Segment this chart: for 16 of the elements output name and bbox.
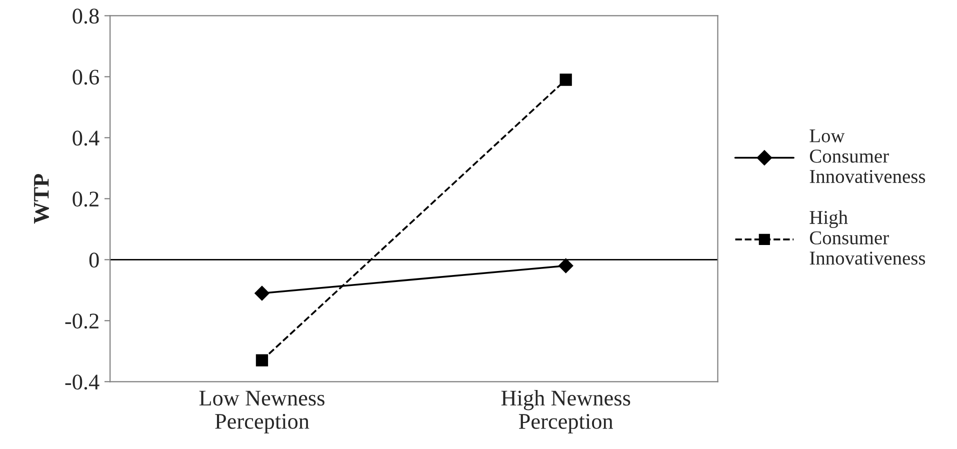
point <box>558 258 574 274</box>
legend-label: High Consumer Innovativeness <box>810 210 926 265</box>
point <box>254 286 270 301</box>
y-tick-label: 0.2 <box>72 192 98 207</box>
y-axis-title: WTP <box>34 174 49 224</box>
legend-label: Low Consumer Innovativeness <box>810 129 926 184</box>
y-tick-label: 0.8 <box>72 8 99 24</box>
y-tick-label: -0.2 <box>65 314 98 329</box>
y-tick-label: 0 <box>89 252 99 268</box>
x-tick-label: Low Newness Perception <box>199 390 324 434</box>
x-tick-label: High Newness Perception <box>501 390 630 434</box>
y-tick-label: 0.4 <box>72 130 100 146</box>
point <box>560 74 572 86</box>
y-tick-label: 0.6 <box>72 70 99 85</box>
point <box>256 354 268 366</box>
y-tick-label: -0.4 <box>65 374 100 390</box>
